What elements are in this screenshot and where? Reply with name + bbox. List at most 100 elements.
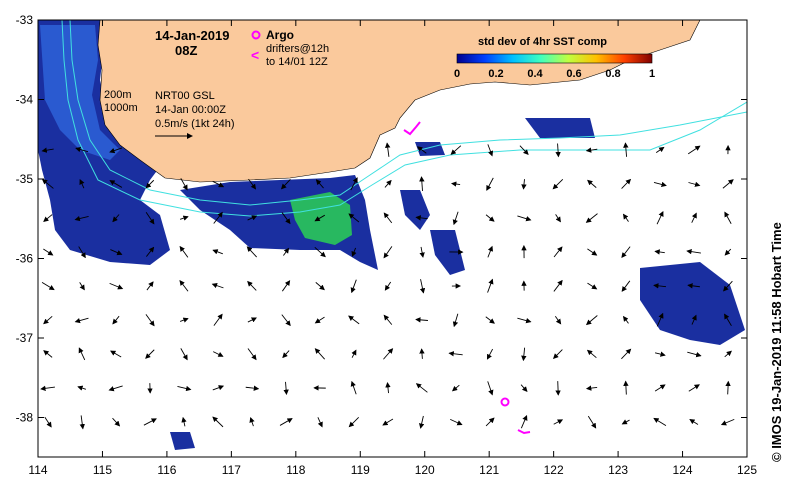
isobath-legend-1000m: 1000m — [104, 102, 138, 114]
current-vector-arrow — [383, 348, 394, 360]
current-vector-arrow — [177, 385, 192, 392]
isobath-legend-200m: 200m — [104, 89, 132, 101]
current-vector-arrow — [622, 213, 629, 222]
current-vector-arrow — [487, 381, 494, 396]
current-vector-arrow — [281, 314, 291, 327]
current-vector-arrow — [348, 417, 360, 428]
map-date: 14-Jan-2019 — [155, 28, 229, 43]
current-vector-arrow — [450, 145, 462, 155]
current-vector-arrow — [41, 281, 55, 291]
current-vector-arrow — [75, 146, 89, 153]
current-vector-arrow — [315, 282, 325, 291]
x-tick-label: 120 — [415, 463, 435, 477]
current-vector-arrow — [623, 380, 629, 395]
current-vector-arrow — [653, 283, 667, 289]
current-vector-arrow — [283, 381, 289, 396]
drifter-legend-line2: to 14/01 12Z — [266, 56, 328, 68]
current-vector-arrow — [112, 417, 121, 427]
x-axis-ticks: 114 115 116 117 118 119 120 121 122 123 124 125 — [28, 20, 757, 477]
drifter-legend-arrow-icon: < — [251, 47, 259, 63]
current-vector-arrow — [555, 381, 561, 396]
current-vector-arrow — [43, 214, 53, 223]
colorbar-tick-label: 0.2 — [488, 68, 503, 80]
current-vector-arrow — [720, 418, 735, 426]
current-vector-arrow — [554, 316, 562, 325]
current-vector-arrow — [314, 214, 326, 222]
current-vector-arrow — [691, 212, 697, 223]
current-vector-arrow — [213, 313, 223, 326]
current-vector-arrow — [383, 212, 393, 224]
current-vector-arrow — [687, 351, 702, 358]
current-vector-arrow — [145, 349, 155, 359]
current-vector-arrow — [655, 146, 665, 153]
current-vector-arrow — [383, 246, 393, 259]
sst-patch-east-2 — [430, 230, 465, 275]
current-vector-arrow — [143, 418, 157, 426]
current-vector-arrow — [555, 143, 561, 158]
x-tick-label: 123 — [608, 463, 628, 477]
current-vector-arrow — [314, 246, 326, 258]
current-vector-arrow — [487, 144, 494, 157]
y-tick-label: -34 — [16, 93, 34, 107]
current-vector-arrow — [79, 415, 85, 430]
argo-legend-symbol — [251, 30, 261, 40]
current-vector-arrow — [656, 210, 664, 225]
current-vector-arrow — [350, 279, 357, 294]
current-vector-arrow — [146, 246, 155, 257]
current-vector-arrow — [485, 316, 495, 324]
current-vector-arrow — [283, 247, 290, 256]
current-vector-arrow — [487, 245, 493, 258]
current-vector-arrow — [77, 385, 87, 391]
current-vector-arrow — [212, 416, 224, 428]
current-vector-arrow — [145, 179, 155, 189]
current-vector-arrow — [486, 348, 494, 360]
current-vector-arrow — [348, 213, 360, 223]
y-tick-label: -37 — [16, 331, 34, 345]
x-tick-label: 124 — [673, 463, 693, 477]
current-vector-arrow — [213, 211, 223, 224]
current-vector-arrow — [485, 417, 495, 427]
y-axis-ticks: -33 -34 -35 -36 -37 -38 — [16, 13, 747, 425]
argo-floats — [403, 121, 531, 435]
y-tick-label: -38 — [16, 411, 34, 425]
drifter-track — [403, 121, 421, 136]
current-vector-arrow — [621, 178, 632, 189]
current-vector-arrow — [351, 349, 357, 358]
current-vector-arrow — [41, 147, 54, 153]
current-vector-arrow — [450, 418, 463, 426]
current-vector-arrow — [553, 419, 564, 425]
current-vector-arrow — [621, 419, 630, 425]
current-vector-arrow — [315, 179, 324, 189]
current-vector-arrow — [520, 414, 528, 429]
current-vector-arrow — [724, 313, 732, 326]
sst-patch-east-1 — [400, 190, 430, 230]
current-legend-line3: 0.5m/s (1kt 24h) — [155, 118, 234, 130]
current-vector-arrow — [520, 384, 528, 392]
x-tick-label: 125 — [737, 463, 757, 477]
current-vector-arrow — [112, 214, 120, 223]
current-vector-arrow — [384, 179, 392, 188]
current-vector-arrow — [179, 279, 189, 292]
current-vector-arrow — [247, 280, 257, 291]
isobath-200m — [69, 20, 747, 206]
current-vector-arrow — [585, 147, 598, 153]
colorbar — [456, 53, 653, 64]
current-vector-arrow — [280, 178, 291, 190]
current-vector-arrow — [74, 317, 89, 324]
current-vector-arrow — [179, 245, 189, 258]
current-vector-arrow — [419, 246, 425, 258]
x-tick-label: 122 — [544, 463, 564, 477]
current-vector-arrow — [553, 279, 563, 292]
current-vector-arrow — [314, 348, 325, 360]
current-vectors — [40, 142, 735, 430]
current-vector-arrow — [622, 315, 629, 324]
y-tick-label: -36 — [16, 252, 34, 266]
x-tick-label: 116 — [157, 463, 176, 477]
current-vector-arrow — [724, 211, 732, 224]
current-vector-arrow — [687, 283, 700, 289]
current-vector-arrow — [212, 249, 223, 255]
current-vector-arrow — [247, 317, 257, 323]
colorbar-tick-label: 0.8 — [605, 68, 620, 80]
current-vector-arrow — [281, 280, 291, 292]
current-vector-arrow — [317, 417, 323, 428]
